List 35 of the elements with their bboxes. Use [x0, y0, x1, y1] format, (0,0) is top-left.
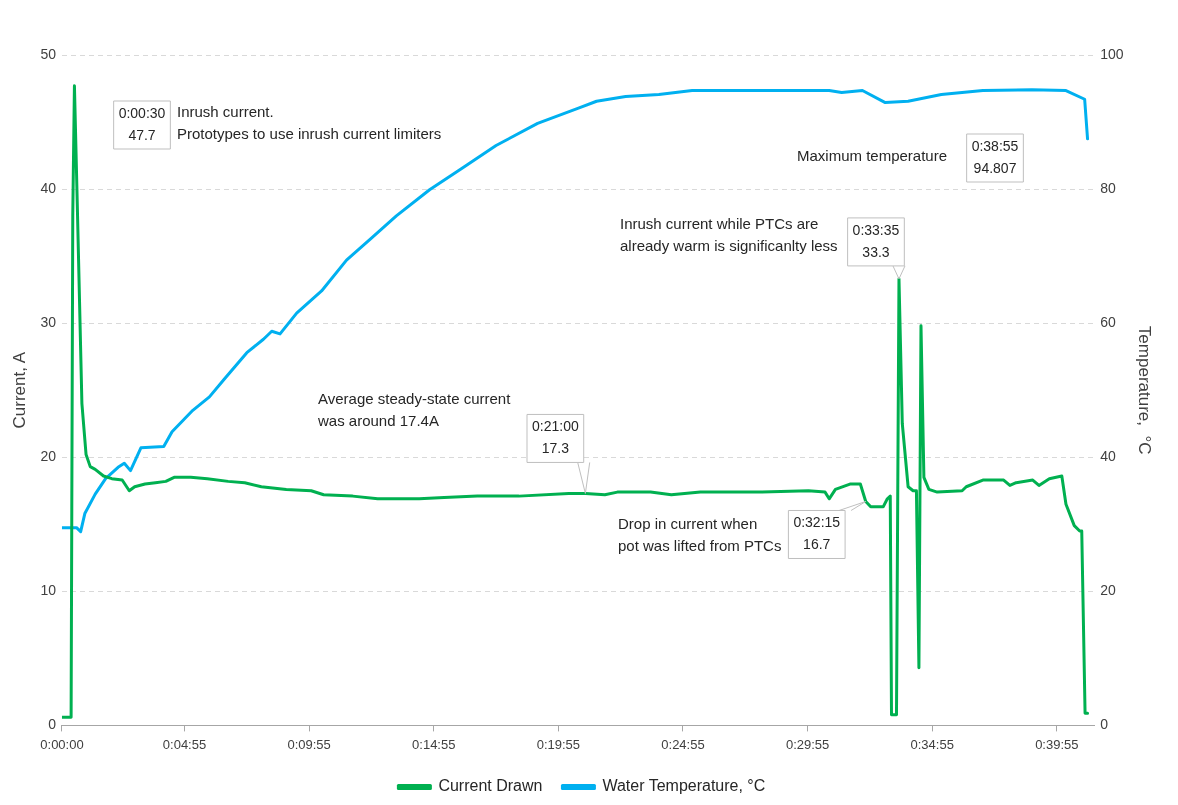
x-tick-label: 0:00:00: [40, 736, 84, 752]
y-tick-label: 10: [40, 582, 57, 599]
annotation: 0:00:30 47.7: [118, 104, 166, 143]
annotation: 0:38:55 94.807: [971, 137, 1019, 176]
y2-tick-label: 40: [1100, 448, 1117, 465]
y2-tick-label: 0: [1100, 716, 1109, 733]
y2-tick-label: 100: [1100, 45, 1124, 62]
legend-label: Water Temperature, °C: [602, 777, 766, 795]
annotation: 0:33:35 33.3: [852, 221, 900, 260]
annotation: Maximum temperature: [797, 147, 948, 165]
y-tick-label: 20: [40, 448, 57, 465]
x-tick-label: 0:29:55: [785, 736, 830, 752]
x-tick-label: 0:34:55: [910, 736, 954, 752]
y2-axis-title: Temperature, °C: [1135, 325, 1155, 455]
x-tick-label: 0:19:55: [536, 736, 581, 752]
y2-tick-label: 20: [1100, 582, 1117, 599]
x-tick-label: 0:24:55: [661, 736, 705, 752]
y-tick-label: 50: [40, 45, 57, 62]
x-tick-label: 0:14:55: [412, 736, 456, 752]
x-tick-label: 0:04:55: [162, 736, 207, 752]
x-tick-label: 0:09:55: [287, 736, 331, 752]
x-tick-label: 0:39:55: [1035, 736, 1079, 752]
annotation: Inrush current. Prototypes to use inrush current limiters: [177, 103, 442, 143]
annotation: Drop in current when pot was lifted from PTCs: [618, 515, 782, 555]
y2-tick-label: 60: [1100, 314, 1117, 331]
annotation: Average steady-state current was around 17.4A: [317, 390, 512, 430]
legend-label: Current Drawn: [438, 777, 543, 795]
y-tick-label: 0: [48, 716, 57, 733]
annotation: 0:21:00 17.3: [532, 418, 579, 457]
annotation: 0:32:15 16.7: [793, 514, 841, 553]
annotation: Inrush current while PTCs are already warm is significanlty less: [620, 215, 838, 255]
y-tick-label: 40: [40, 179, 57, 196]
y-axis-title: Current, A: [9, 351, 29, 429]
y2-tick-label: 80: [1100, 179, 1117, 196]
y-tick-label: 30: [40, 314, 57, 331]
